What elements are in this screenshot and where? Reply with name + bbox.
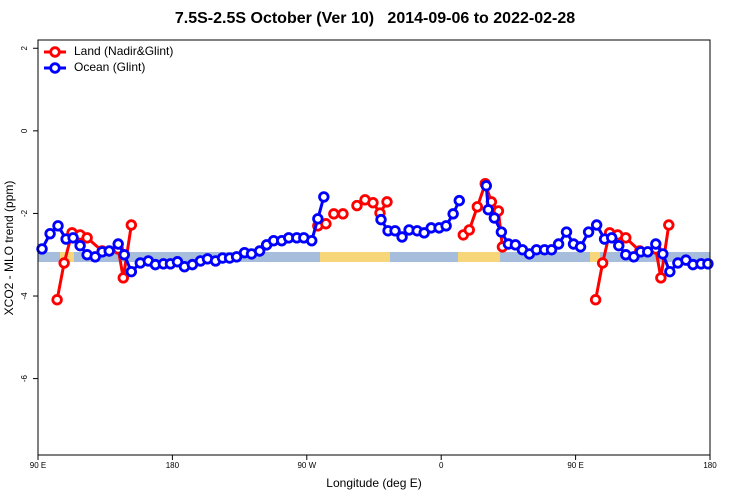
land-band bbox=[458, 252, 500, 262]
legend-marker bbox=[49, 46, 61, 58]
data-point bbox=[125, 219, 138, 231]
data-point bbox=[381, 196, 393, 208]
data-point bbox=[560, 226, 573, 238]
data-point bbox=[582, 226, 595, 238]
data-point bbox=[480, 180, 492, 192]
x-tick-label: 180 bbox=[166, 461, 180, 470]
data-point bbox=[52, 220, 64, 232]
data-point bbox=[657, 248, 669, 260]
y-tick-label: -2 bbox=[20, 209, 29, 217]
data-point bbox=[44, 227, 56, 240]
legend-label: Land (Nadir&Glint) bbox=[74, 44, 173, 58]
data-point bbox=[488, 212, 501, 224]
series bbox=[36, 180, 714, 278]
y-tick-label: 0 bbox=[20, 128, 29, 133]
data-point bbox=[482, 204, 494, 216]
data-point bbox=[664, 265, 676, 278]
data-point bbox=[495, 226, 508, 238]
data-point bbox=[320, 218, 332, 230]
land-band bbox=[590, 252, 600, 262]
x-tick-label: 90 E bbox=[567, 461, 583, 470]
data-point bbox=[103, 245, 115, 257]
data-point bbox=[118, 249, 131, 261]
data-point bbox=[375, 213, 387, 226]
data-point bbox=[642, 246, 654, 258]
data-point bbox=[574, 241, 587, 253]
data-point bbox=[367, 196, 379, 209]
data-point bbox=[447, 208, 459, 220]
data-point bbox=[545, 244, 558, 256]
legend-label: Ocean (Glint) bbox=[74, 60, 145, 74]
y-tick-label: 2 bbox=[20, 45, 29, 50]
data-point bbox=[440, 220, 452, 232]
data-point bbox=[389, 225, 401, 237]
data-point bbox=[396, 231, 408, 243]
data-point bbox=[58, 257, 70, 269]
data-point bbox=[351, 199, 363, 212]
legend-marker bbox=[49, 62, 61, 74]
data-point bbox=[125, 265, 138, 278]
legend: Land (Nadir&Glint) Ocean (Glint) bbox=[44, 44, 173, 74]
data-point bbox=[318, 191, 330, 203]
data-point bbox=[337, 208, 349, 220]
chart-title: 7.5S-2.5S October (Ver 10) 2014-09-06 to… bbox=[175, 10, 575, 27]
data-point bbox=[702, 258, 714, 270]
x-tick-label: 180 bbox=[703, 461, 717, 470]
y-axis-label: XCO2 - MLO trend (ppm) bbox=[2, 181, 16, 316]
x-tick-label: 0 bbox=[439, 461, 444, 470]
data-point bbox=[36, 243, 48, 255]
data-point bbox=[328, 208, 340, 220]
data-point bbox=[613, 239, 625, 252]
data-point bbox=[81, 232, 93, 244]
data-point bbox=[306, 234, 318, 247]
plot-frame bbox=[37, 39, 711, 456]
data-point bbox=[253, 245, 266, 257]
y-tick-label: -4 bbox=[20, 292, 29, 300]
data-point bbox=[112, 238, 124, 250]
data-point bbox=[51, 294, 63, 306]
data-point bbox=[606, 232, 618, 244]
x-tick-label: 90 E bbox=[30, 461, 46, 470]
data-point bbox=[552, 238, 565, 250]
data-point bbox=[74, 239, 86, 252]
data-point bbox=[471, 201, 484, 213]
data-point bbox=[596, 257, 609, 269]
data-point bbox=[453, 194, 465, 207]
x-axis-label: Longitude (deg E) bbox=[326, 476, 421, 490]
y-tick-label: -6 bbox=[20, 375, 29, 383]
data-point bbox=[655, 272, 667, 284]
data-point bbox=[67, 232, 79, 244]
data-point bbox=[663, 219, 675, 231]
data-point bbox=[463, 224, 475, 236]
data-point bbox=[117, 272, 129, 284]
x-tick-label: 90 W bbox=[297, 461, 316, 470]
data-point bbox=[650, 238, 662, 250]
land-band bbox=[320, 252, 390, 262]
data-point bbox=[620, 232, 632, 244]
data-point bbox=[589, 294, 602, 306]
data-point bbox=[312, 213, 324, 225]
data-point bbox=[590, 219, 603, 231]
